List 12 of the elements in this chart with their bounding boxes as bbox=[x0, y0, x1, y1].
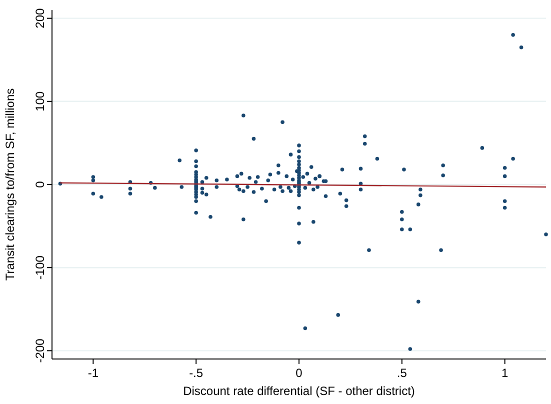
y-tick-label: 100 bbox=[33, 91, 47, 112]
x-tick-label: -.5 bbox=[189, 366, 204, 380]
x-tick-label: .5 bbox=[396, 366, 408, 380]
x-tick-label: -1 bbox=[88, 366, 99, 380]
y-tick-label: -200 bbox=[33, 338, 47, 363]
y-axis-title: Transit clearings to/from SF, millions bbox=[3, 88, 17, 281]
y-tick-label: -100 bbox=[33, 255, 47, 280]
x-tick-label: 0 bbox=[296, 366, 303, 380]
y-tick-label: 200 bbox=[33, 8, 47, 28]
x-axis-title: Discount rate differential (SF - other district) bbox=[183, 384, 415, 398]
y-tick-label: 0 bbox=[33, 180, 47, 188]
x-tick-label: 1 bbox=[501, 366, 508, 380]
